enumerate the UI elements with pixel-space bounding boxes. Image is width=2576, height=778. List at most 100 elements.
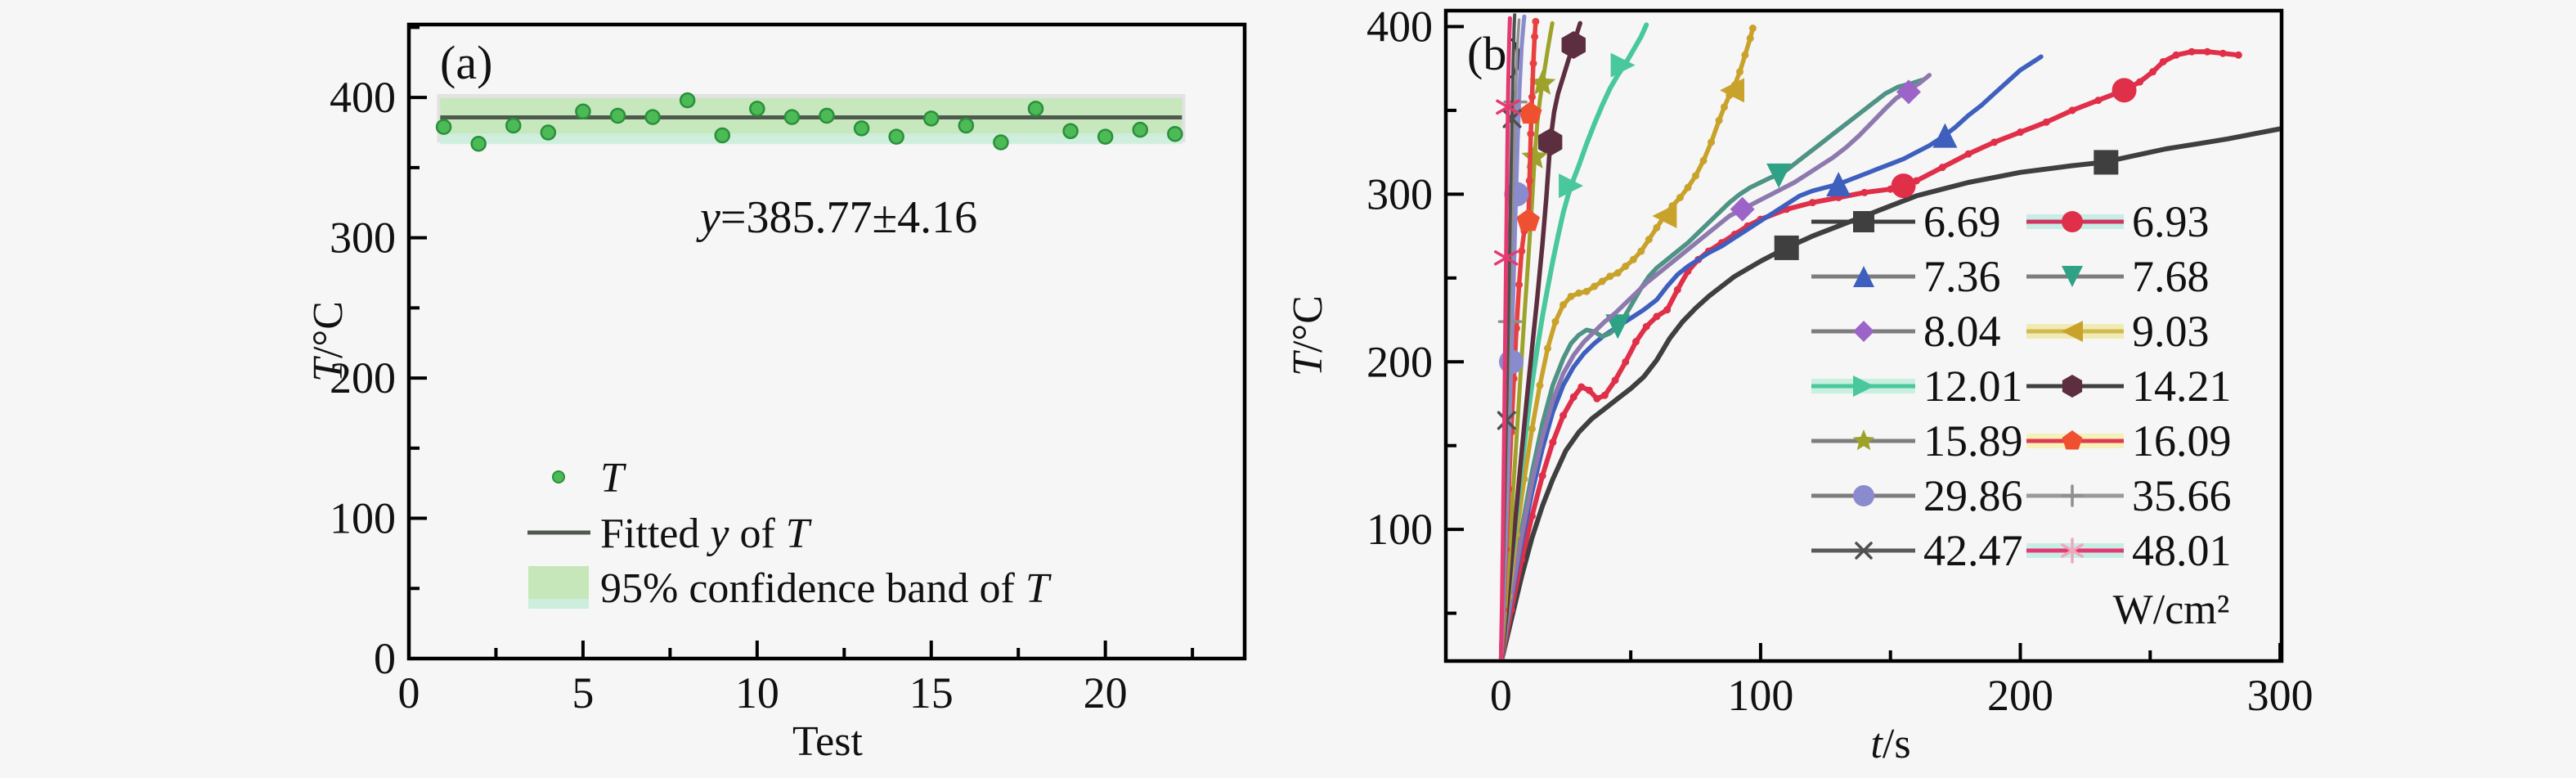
series-dense-dot (1990, 138, 1999, 146)
legend-item-14.21: 14.21 (2026, 362, 2232, 411)
series-dense-dot (1663, 306, 1672, 314)
data-point (1062, 123, 1079, 140)
panel-a-label: (a) (440, 36, 492, 89)
legend-item-2: 95% confidence band of T (528, 565, 1052, 612)
series-dense-dot (1637, 247, 1645, 255)
legend-marker (2062, 375, 2083, 398)
x-tick-label: 20 (1084, 668, 1128, 717)
x-tick-label: 5 (572, 668, 594, 717)
legend-item-7.68: 7.68 (2026, 252, 2210, 301)
data-point (1027, 101, 1044, 117)
series-dense-dot (1529, 60, 1537, 68)
series-marker (1529, 70, 1556, 95)
legend-marker (2062, 321, 2083, 342)
series-dense-dot (2219, 49, 2227, 57)
series-marker (1774, 235, 1799, 260)
series-dense-dot (2203, 47, 2211, 56)
legend-label: 95% confidence band of T (600, 565, 1052, 612)
legend-marker (2062, 430, 2083, 450)
series-7.68 (1499, 78, 1924, 659)
y-tick-label: 200 (330, 353, 396, 402)
series-dense-dot (1577, 383, 1586, 391)
series-dense-dot (1715, 116, 1723, 124)
legend-label: 9.03 (2132, 307, 2210, 356)
y-tick-label: 200 (1367, 337, 1433, 386)
series-line (1499, 126, 2280, 659)
data-point (888, 128, 904, 145)
series-dense-dot (1606, 272, 1614, 281)
series-dense-dot (1676, 193, 1684, 201)
series-dense-dot (1536, 381, 1544, 389)
y-axis-label: T/°C (1285, 295, 1331, 376)
legend-item-16.09: 16.09 (2026, 416, 2232, 465)
series-marker (1516, 209, 1540, 232)
series-8.04 (1499, 73, 1932, 659)
series-dense-dot (2094, 97, 2103, 105)
legend-item-12.01: 12.01 (1811, 362, 2023, 411)
series-dense-dot (1528, 425, 1536, 433)
series-dense-dot (1518, 247, 1526, 255)
series-dense-dot (1736, 68, 1744, 76)
series-marker (1499, 349, 1524, 375)
data-point (575, 103, 591, 120)
x-tick-label: 0 (1490, 671, 1512, 720)
data-point (470, 135, 487, 152)
fit-annotation: y=385.77±4.16 (696, 192, 977, 243)
scatter-points (435, 92, 1183, 152)
x-tick-label: 100 (1727, 671, 1793, 720)
data-point (609, 107, 626, 124)
series-marker (1826, 172, 1851, 197)
series-dense-dot (1515, 281, 1524, 289)
legend-marker (1853, 376, 1874, 397)
legend-item-1: Fitted y of T (527, 510, 812, 557)
legend-item-6.69: 6.69 (1811, 197, 2001, 246)
series-line (1498, 16, 1512, 659)
series-dense-dot (2159, 57, 2167, 65)
legend-label: 35.66 (2132, 471, 2232, 520)
series-dense-dot (1748, 25, 1757, 33)
legend-marker (2061, 537, 2084, 564)
legend-marker (1853, 211, 1874, 232)
series-dense-dot (1964, 150, 1972, 158)
data-point (679, 92, 696, 109)
data-point (958, 117, 975, 134)
series-marker (1559, 173, 1584, 199)
series-dense-dot (1543, 344, 1551, 353)
legend-item-42.47: 42.47 (1811, 526, 2023, 575)
legend-label: 12.01 (1923, 362, 2023, 411)
series-dense-dot (1567, 292, 1575, 300)
series-dense-dot (1708, 138, 1716, 146)
data-point (1097, 128, 1114, 145)
series-dense-dot (2234, 51, 2242, 59)
axis-ticks (407, 25, 1195, 660)
series-dense-dot (1512, 324, 1520, 332)
legend-label: 14.21 (2132, 362, 2232, 411)
series-dense-dot (1528, 93, 1536, 101)
series-dense-dot (1746, 34, 1754, 43)
legend-item-0: T (552, 455, 626, 501)
legend-band-swatch-edge (528, 599, 589, 609)
y-tick-label: 400 (1367, 2, 1433, 51)
legend-item-9.03: 9.03 (2026, 307, 2210, 356)
plot-frame (406, 22, 1247, 661)
series-dense-dot (1720, 103, 1728, 111)
series-dense-dot (1645, 236, 1653, 244)
legend-item-15.89: 15.89 (1811, 416, 2023, 465)
series-dense-dot (2136, 78, 2144, 86)
legend-marker (2061, 484, 2084, 507)
series-dense-dot (1699, 156, 1708, 164)
legend-unit-label: W/cm² (2113, 587, 2230, 633)
series-9.03 (1499, 25, 1757, 659)
series-dense-dot (1741, 51, 1749, 59)
series-dense-dot (1673, 286, 1681, 294)
series-dense-dot (1560, 411, 1568, 420)
legend-label: 16.09 (2132, 416, 2232, 465)
legend-label: 7.36 (1923, 252, 2001, 301)
series-dense-dot (1653, 313, 1661, 321)
legend-label: 8.04 (1923, 307, 2001, 356)
series-marker (1610, 52, 1636, 78)
series-marker (1493, 244, 1519, 272)
